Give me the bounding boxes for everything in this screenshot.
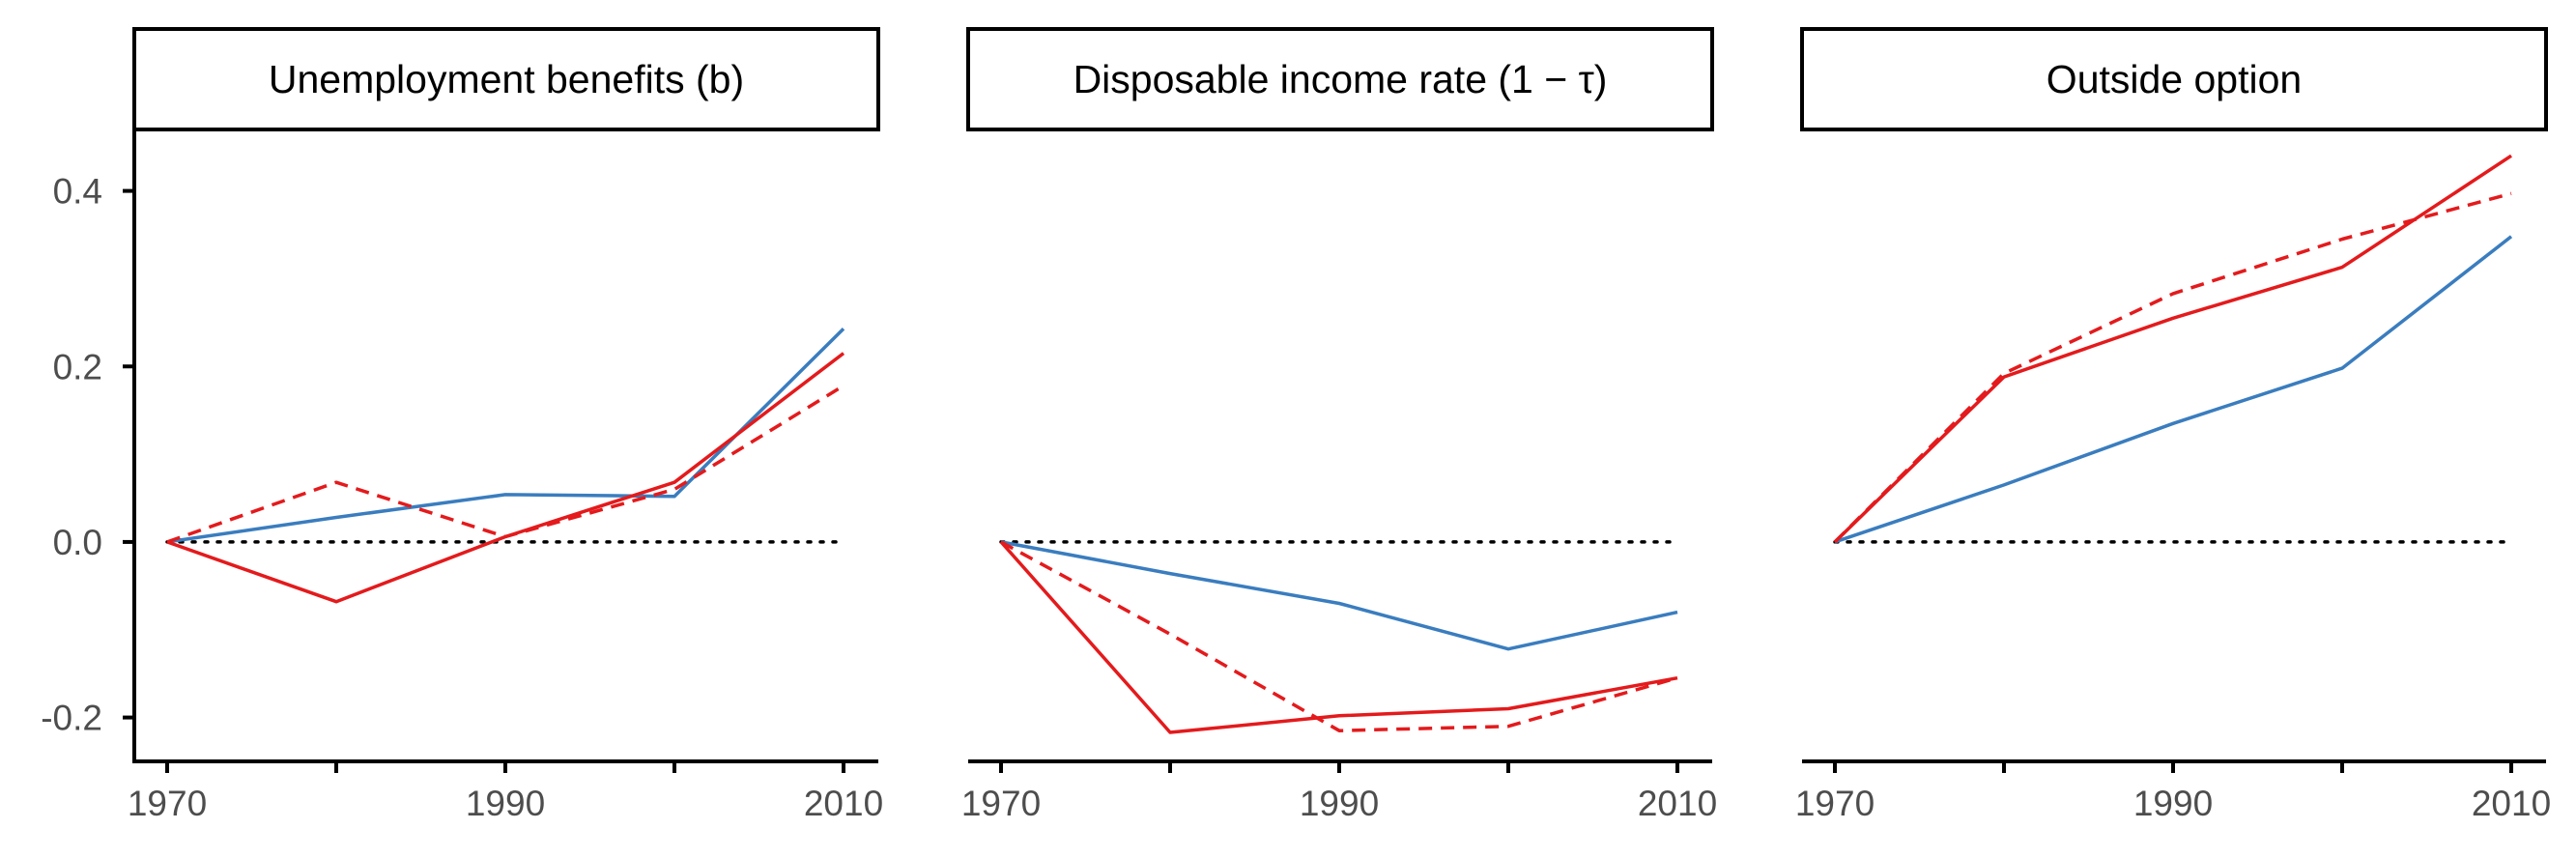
x-tick-label: 2010 [1638,784,1717,823]
panel-plot-area: 1970 1990 2010 [123,129,883,823]
panel-outside-option: Outside option 1970 1990 2010 [1795,27,2551,823]
x-tick-label: 1970 [128,784,207,823]
panel-strip [1800,27,2548,131]
panel-title: Unemployment benefits (b) [269,57,744,101]
panel-title: Outside option [2046,57,2302,101]
series-line-blue-solid [1000,540,1678,651]
panel-strip [132,27,880,131]
y-tick-label: 0.2 [53,347,102,386]
panel-strip [966,27,1714,131]
y-axis-labels: -0.2 0.0 0.2 0.4 [41,172,102,738]
series-line-red-dashed [1833,191,2512,544]
x-tick-label: 1990 [1300,784,1379,823]
x-tick-label: 1970 [1795,784,1875,823]
x-tick-label: 1970 [961,784,1041,823]
series-line-blue-solid [166,327,845,544]
series-line-red-dashed [166,384,844,544]
series-line-red-solid [166,352,845,604]
series-line-red-solid [1833,154,2512,544]
series-line-red-dashed [1000,540,1678,732]
x-tick-label: 2010 [2472,784,2551,823]
series-line-red-solid [999,540,1678,734]
y-tick-label: 0.4 [53,172,102,212]
panel-unemployment-benefits: Unemployment benefits (b) 1970 1990 2010 [123,27,883,823]
x-tick-label: 1990 [2133,784,2213,823]
panel-plot-area: 1970 1990 2010 [961,540,1717,823]
series-line-blue-solid [1834,235,2513,544]
y-tick-label: 0.0 [53,523,102,562]
x-tick-label: 1990 [466,784,545,823]
x-tick-label: 2010 [804,784,883,823]
panel-disposable-income-rate: Disposable income rate (1 − τ) 1970 1990 2… [961,27,1717,823]
panel-plot-area: 1970 1990 2010 [1795,154,2551,823]
panel-title: Disposable income rate (1 − τ) [1073,57,1608,101]
y-tick-label: -0.2 [41,699,102,738]
